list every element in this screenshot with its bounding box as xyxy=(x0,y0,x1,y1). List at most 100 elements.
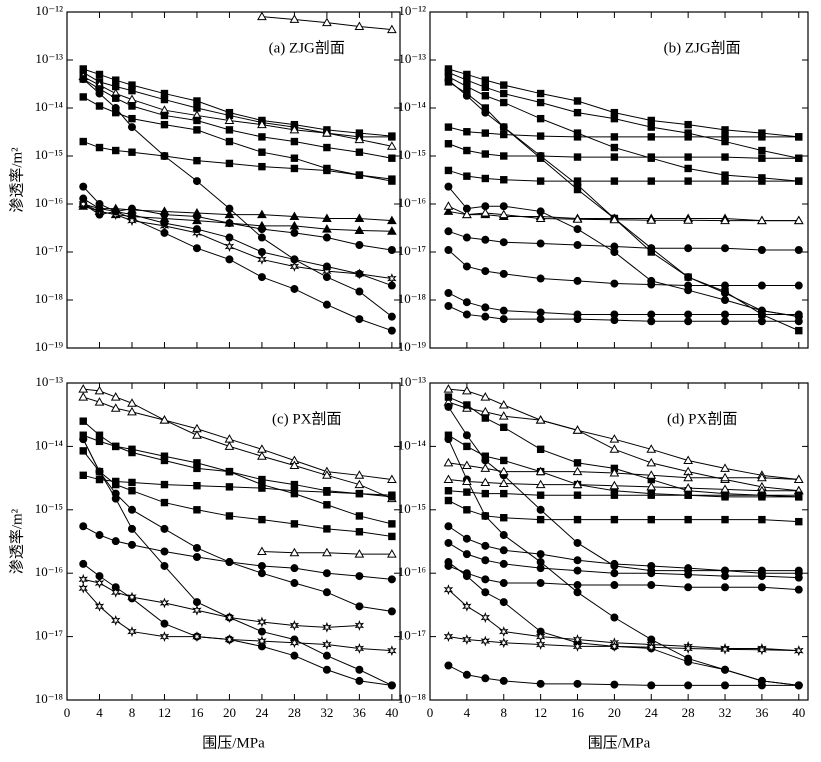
marker-square xyxy=(323,488,331,496)
marker-square xyxy=(193,459,201,467)
marker-triangle-open xyxy=(443,474,454,484)
series-line xyxy=(448,462,799,481)
marker-triangle xyxy=(443,206,454,215)
marker-circle xyxy=(573,315,582,324)
marker-circle xyxy=(127,524,136,533)
marker-circle xyxy=(444,246,453,255)
marker-circle xyxy=(192,598,201,607)
marker-square xyxy=(536,89,545,98)
marker-square xyxy=(481,76,490,84)
series-line xyxy=(82,563,392,686)
marker-circle xyxy=(481,556,490,565)
plot-frame xyxy=(429,11,809,349)
marker-triangle-open xyxy=(110,403,121,412)
marker-square xyxy=(463,488,471,496)
y-tick-label: 10⁻¹⁷ xyxy=(398,628,426,643)
y-axis-label: 渗透率/m² xyxy=(8,147,25,213)
marker-circle xyxy=(355,602,364,611)
marker-triangle-open xyxy=(443,457,454,467)
marker-star xyxy=(127,591,137,603)
panel-title: (b) ZJG剖面 xyxy=(664,39,741,56)
marker-square xyxy=(290,154,299,162)
marker-circle xyxy=(322,665,331,674)
x-tick-label: 0 xyxy=(64,705,71,720)
marker-square xyxy=(500,456,508,465)
marker-square xyxy=(647,177,655,185)
marker-triangle-open xyxy=(683,472,694,482)
marker-triangle-open xyxy=(462,460,472,469)
marker-square xyxy=(290,487,299,495)
y-tick-label: 10⁻¹² xyxy=(398,3,426,18)
marker-circle xyxy=(387,681,396,690)
marker-circle xyxy=(462,310,471,319)
marker-square xyxy=(225,483,234,491)
marker-star xyxy=(499,626,509,638)
marker-square xyxy=(463,82,471,91)
marker-circle xyxy=(499,315,508,324)
marker-square xyxy=(536,491,545,499)
marker-circle xyxy=(127,505,136,514)
plot-frame xyxy=(66,11,401,349)
marker-circle xyxy=(536,239,545,248)
marker-circle xyxy=(499,598,508,607)
x-tick-label: 0 xyxy=(427,705,434,720)
marker-square xyxy=(610,515,619,524)
series-line xyxy=(448,636,799,652)
x-tick-label: 8 xyxy=(501,705,508,720)
marker-circle xyxy=(481,588,490,597)
marker-triangle-open xyxy=(498,399,509,409)
marker-square xyxy=(225,137,234,146)
marker-star xyxy=(499,637,509,649)
marker-triangle-open xyxy=(480,477,491,486)
marker-triangle-open xyxy=(757,472,767,482)
marker-square xyxy=(573,491,582,499)
marker-triangle-open xyxy=(535,479,546,489)
marker-triangle-open xyxy=(354,479,365,489)
marker-square xyxy=(536,114,545,123)
marker-triangle-open xyxy=(94,385,105,395)
marker-square xyxy=(388,154,396,162)
marker-square xyxy=(355,512,364,520)
marker-triangle-open xyxy=(78,384,89,393)
marker-circle xyxy=(225,255,234,264)
marker-square xyxy=(536,445,545,454)
marker-square xyxy=(481,174,490,183)
marker-circle xyxy=(536,550,545,559)
marker-circle xyxy=(192,225,201,234)
series-line xyxy=(448,561,799,686)
marker-triangle xyxy=(322,224,332,233)
marker-circle xyxy=(79,435,88,444)
marker-circle xyxy=(647,280,656,289)
marker-square xyxy=(481,150,490,158)
marker-triangle-open xyxy=(480,207,491,217)
marker-star xyxy=(224,634,235,645)
marker-star xyxy=(322,621,332,633)
marker-circle xyxy=(257,225,266,234)
marker-triangle-open xyxy=(289,460,300,469)
marker-star xyxy=(794,645,804,657)
marker-circle xyxy=(127,210,136,219)
marker-circle xyxy=(95,204,104,213)
marker-circle xyxy=(721,296,730,304)
marker-triangle-open xyxy=(127,398,137,407)
marker-square xyxy=(795,177,803,185)
y-tick-label: 10⁻¹⁷ xyxy=(35,243,63,258)
marker-circle xyxy=(647,310,656,319)
series-line xyxy=(83,525,392,580)
marker-circle xyxy=(462,233,471,242)
marker-square xyxy=(388,491,396,499)
x-tick-label: 24 xyxy=(255,705,269,720)
marker-circle xyxy=(647,581,656,590)
marker-square xyxy=(128,114,136,123)
marker-triangle-open xyxy=(498,478,509,487)
marker-circle xyxy=(647,681,656,690)
marker-triangle-open xyxy=(462,385,472,395)
marker-square xyxy=(388,133,396,141)
marker-circle xyxy=(462,550,471,559)
marker-circle xyxy=(499,531,508,540)
marker-square xyxy=(323,143,331,152)
x-tick-label: 28 xyxy=(682,705,695,720)
marker-star xyxy=(462,634,472,645)
marker-square xyxy=(290,480,299,489)
marker-triangle-open xyxy=(609,480,620,490)
